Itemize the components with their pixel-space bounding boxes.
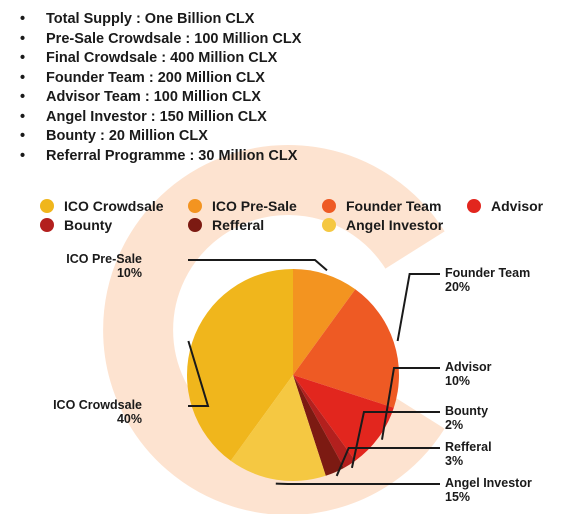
supply-item: • Total Supply : One Billion CLX (20, 10, 301, 30)
legend-swatch (40, 199, 54, 213)
slice-callout-label: ICO Crowdsale (53, 398, 142, 412)
pie-slice-advisor (293, 375, 394, 461)
supply-item: • Advisor Team : 100 Million CLX (20, 88, 301, 108)
pie-slice-refferal (293, 375, 345, 476)
bullet: • (20, 128, 26, 144)
legend-swatch (188, 218, 202, 232)
supply-item-text: Founder Team : 200 Million CLX (46, 69, 265, 86)
token-supply-list: • Total Supply : One Billion CLX • Pre-Sal… (20, 10, 301, 166)
bullet: • (20, 108, 26, 125)
supply-item: • Angel Investor : 150 Million CLX (20, 108, 301, 128)
legend-item: ICO Pre-Sale (188, 198, 297, 214)
slice-callout: Bounty 2% (445, 404, 488, 432)
supply-item-text: Pre-Sale Crowdsale : 100 Million CLX (46, 30, 302, 47)
legend-swatch (322, 218, 336, 232)
callout-leader-line (381, 367, 440, 440)
slice-callout-percent: 10% (445, 374, 471, 388)
slice-callout-percent: 20% (445, 280, 471, 294)
pie-slice-ico-pre-sale (293, 269, 356, 375)
callout-leader-line (396, 273, 440, 342)
legend-item: Angel Investor (322, 217, 443, 233)
legend-item: ICO Crowdsale (40, 198, 164, 214)
supply-item-text: Total Supply : One Billion CLX (46, 11, 255, 27)
slice-callout-label: Bounty (445, 404, 489, 418)
slice-callout-label: Founder Team (445, 266, 531, 280)
slice-callout: Refferal 3% (445, 440, 492, 468)
bullet: • (20, 89, 26, 105)
slice-callout: Angel Investor 15% (445, 476, 532, 504)
slice-callout: Founder Team 20% (445, 266, 530, 294)
callout-leader-line (187, 340, 210, 407)
legend-swatch (322, 199, 336, 213)
chart-legend: ICO Crowdsale ICO Pre-Sale Founder Team … (40, 198, 560, 238)
pie-slice-bounty (293, 375, 356, 468)
supply-item-text: Bounty : 20 Million CLX (46, 128, 208, 144)
callout-leader-line (188, 259, 328, 272)
slice-callout-label: Angel Investor (445, 476, 532, 490)
legend-label: ICO Pre-Sale (212, 198, 297, 214)
legend-swatch (467, 199, 481, 213)
bullet: • (20, 50, 26, 66)
supply-item-text: Advisor Team : 100 Million CLX (46, 89, 261, 105)
legend-label: ICO Crowdsale (64, 198, 164, 214)
legend-item: Founder Team (322, 198, 441, 214)
slice-callout: Advisor 10% (445, 360, 492, 388)
slice-callout-label: Advisor (445, 360, 492, 374)
slice-callout-percent: 15% (445, 490, 471, 504)
supply-item: • Pre-Sale Crowdsale : 100 Million CLX (20, 30, 301, 50)
legend-label: Advisor (491, 198, 544, 214)
legend-item: Bounty (40, 217, 112, 233)
legend-label: Refferal (212, 217, 265, 233)
bullet: • (20, 11, 26, 27)
supply-item-text: Final Crowdsale : 400 Million CLX (46, 50, 278, 66)
legend-swatch (188, 199, 202, 213)
bullet: • (20, 147, 26, 164)
slice-callout-percent: 10% (116, 266, 142, 280)
pie-slice-angel-investor (230, 375, 326, 481)
supply-item-text: Referral Programme : 30 Million CLX (46, 147, 298, 164)
bullet: • (20, 69, 26, 86)
pie-slice-founder-team (293, 289, 399, 408)
slice-callout-percent: 2% (445, 418, 464, 432)
supply-item: • Founder Team : 200 Million CLX (20, 69, 301, 89)
legend-label: Founder Team (346, 198, 442, 214)
legend-swatch (40, 218, 54, 232)
legend-label: Bounty (64, 217, 113, 233)
slice-callout-percent: 3% (445, 454, 464, 468)
slice-callout: ICO Crowdsale 40% (53, 398, 142, 426)
slice-callout-label: ICO Pre-Sale (66, 252, 142, 266)
supply-item: • Bounty : 20 Million CLX (20, 127, 301, 147)
pie-slice-ico-crowdsale (187, 269, 293, 461)
legend-item: Advisor (467, 198, 543, 214)
slice-callout-label: Refferal (445, 440, 492, 454)
supply-item: • Referral Programme : 30 Million CLX (20, 147, 301, 167)
callout-leader-line (335, 447, 440, 477)
slice-callout-percent: 40% (116, 412, 142, 426)
callout-leader-line (350, 411, 440, 469)
slice-callout: ICO Pre-Sale 10% (66, 252, 142, 280)
legend-label: Angel Investor (346, 217, 444, 233)
supply-item-text: Angel Investor : 150 Million CLX (46, 108, 267, 125)
supply-item: • Final Crowdsale : 400 Million CLX (20, 49, 301, 69)
bullet: • (20, 30, 26, 47)
legend-item: Refferal (188, 217, 264, 233)
